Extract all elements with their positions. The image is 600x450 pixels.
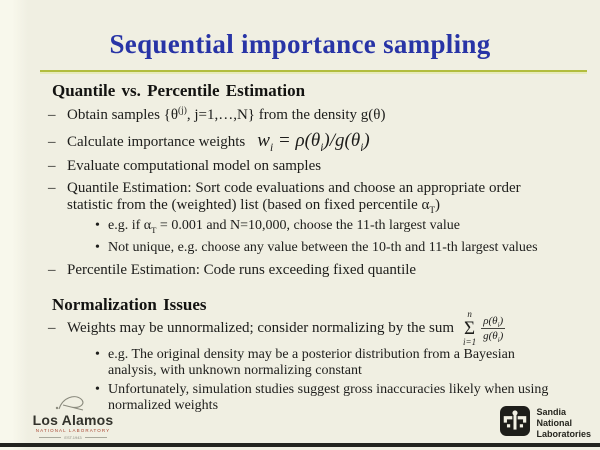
bullet-weights-unnormalized: – Weights may be unnormalized; consider … [48, 309, 506, 347]
subbullet-text: e.g. The original density may be a poste… [108, 347, 515, 378]
bullet-quantile-estimation: – Quantile Estimation: Sort code evaluat… [48, 180, 521, 216]
dash-bullet: – [48, 107, 56, 123]
dot-bullet: • [95, 382, 100, 397]
subbullet-not-unique: • Not unique, e.g. choose any value betw… [95, 240, 538, 256]
los-alamos-mark-icon [26, 393, 120, 413]
bullet-text: Obtain samples {θ(j), j=1,…,N} from the … [67, 106, 386, 123]
subbullet-text: Unfortunately, simulation studies sugges… [108, 382, 549, 413]
bullet-text: Calculate importance weights [67, 134, 246, 150]
subbullet-eg-alpha: • e.g. if αT = 0.001 and N=10,000, choos… [95, 218, 460, 234]
los-alamos-subtitle: NATIONAL LABORATORY [35, 428, 111, 433]
dash-bullet: – [48, 134, 56, 150]
dot-bullet: • [95, 347, 100, 362]
dash-bullet: – [48, 262, 56, 278]
los-alamos-wordmark: Los Alamos [32, 412, 114, 428]
bullet-obtain-samples: – Obtain samples {θ(j), j=1,…,N} from th… [48, 106, 386, 124]
los-alamos-logo: Los Alamos NATIONAL LABORATORY EST.1943 [26, 393, 120, 440]
bullet-text: Percentile Estimation: Code runs exceedi… [67, 262, 417, 278]
weight-ratio-fraction: ρ(θi) g(θi) [481, 314, 506, 345]
dash-bullet: – [48, 320, 56, 336]
bullet-text: Evaluate computational model on samples [67, 158, 322, 174]
bullet-percentile-estimation: – Percentile Estimation: Code runs excee… [48, 262, 416, 279]
bullet-evaluate-model: – Evaluate computational model on sample… [48, 158, 321, 175]
slide-title: Sequential importance sampling [109, 29, 491, 59]
dash-bullet: – [48, 158, 56, 174]
summation-symbol: n Σ i=1 [463, 309, 477, 347]
subbullet-unfortunately: • Unfortunately, simulation studies sugg… [95, 382, 548, 414]
los-alamos-est: EST.1943 [26, 435, 120, 440]
bottom-border-bar [0, 443, 600, 447]
bullet-text: Quantile Estimation: Sort code evaluatio… [67, 180, 521, 216]
section-heading-quantile: Quantile vs. Percentile Estimation [52, 81, 306, 100]
sandia-thunderbird-icon [500, 406, 531, 441]
dot-bullet: • [95, 218, 100, 233]
bullet-importance-weights: – Calculate importance weights wi = ρ(θi… [48, 130, 370, 154]
subbullet-bayesian: • e.g. The original density may be a pos… [95, 347, 515, 379]
sandia-logo: Sandia National Laboratories [500, 406, 591, 441]
title-divider [40, 70, 587, 74]
dot-bullet: • [95, 240, 100, 255]
subbullet-text: Not unique, e.g. choose any value betwee… [108, 240, 538, 255]
importance-weight-formula: wi = ρ(θi)/g(θi) [257, 130, 370, 154]
subbullet-text: e.g. if αT = 0.001 and N=10,000, choose … [108, 218, 460, 235]
sandia-wordmark: Sandia National Laboratories [536, 407, 591, 439]
section-heading-normalization: Normalization Issues [52, 295, 207, 314]
dash-bullet: – [48, 180, 56, 196]
bullet-text: Weights may be unnormalized; consider no… [67, 320, 455, 336]
